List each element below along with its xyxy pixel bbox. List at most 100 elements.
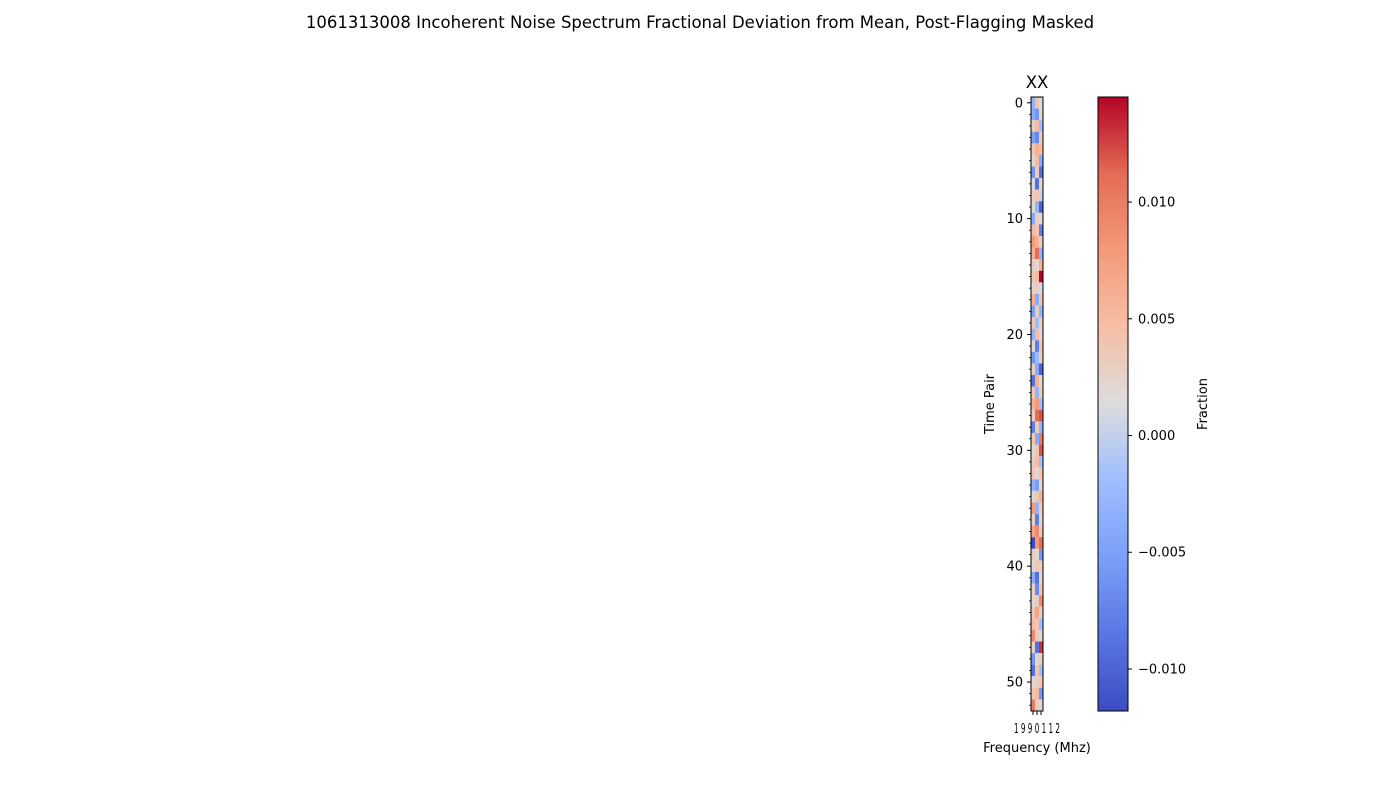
heatmap-cell [1039, 618, 1044, 630]
heatmap-cell [1035, 618, 1040, 630]
heatmap-cell [1031, 224, 1036, 237]
heatmap-cell [1035, 583, 1040, 596]
heatmap-cell [1035, 340, 1040, 352]
heatmap-cell [1031, 212, 1036, 225]
heatmap-cell [1035, 479, 1040, 491]
subplot-title: XX [1026, 73, 1049, 92]
heatmap-cell [1031, 583, 1036, 596]
heatmap-cell [1039, 699, 1044, 712]
x-axis-label: Frequency (Mhz) [983, 741, 1091, 756]
heatmap-cell [1039, 467, 1044, 480]
heatmap-cell [1031, 328, 1036, 341]
colorbar-ticks: −0.010 −0.005 0.000 0.005 0.010 [1128, 196, 1186, 677]
heatmap-cell [1031, 595, 1036, 607]
heatmap-cell [1031, 178, 1036, 190]
colorbar-tick-label: 0.000 [1138, 429, 1175, 444]
heatmap-cell [1031, 676, 1036, 688]
heatmap-cell [1039, 490, 1044, 503]
heatmap-cell [1031, 166, 1036, 179]
heatmap-cell [1035, 282, 1040, 294]
heatmap-cell [1039, 456, 1044, 468]
heatmap-cell [1039, 259, 1044, 271]
heatmap-cell [1035, 606, 1040, 619]
heatmap-cell [1031, 432, 1036, 445]
heatmap-cell [1039, 571, 1044, 584]
heatmap-cell [1035, 467, 1040, 480]
heatmap-cell [1039, 282, 1044, 294]
heatmap-cell [1031, 525, 1036, 538]
heatmap-cell [1035, 490, 1040, 503]
heatmap-cell [1035, 676, 1040, 688]
heatmap-cell [1039, 525, 1044, 538]
heatmap-cell [1031, 317, 1036, 329]
heatmap-cell [1035, 270, 1040, 283]
heatmap-cell [1035, 97, 1040, 109]
heatmap-cell [1035, 699, 1040, 712]
heatmap-cell [1039, 514, 1044, 526]
y-tick-label: 10 [1006, 212, 1023, 227]
heatmap-cell [1031, 641, 1036, 654]
heatmap-cell [1031, 467, 1036, 480]
heatmap-cell [1031, 363, 1036, 376]
heatmap-cell [1039, 687, 1044, 700]
heatmap-cell [1039, 108, 1044, 121]
heatmap-cell [1035, 317, 1040, 329]
heatmap-cell [1031, 548, 1036, 561]
heatmap-cell [1035, 351, 1040, 364]
heatmap-cell [1039, 421, 1044, 434]
heatmap-cell [1031, 687, 1036, 700]
heatmap-cell [1031, 479, 1036, 491]
heatmap-cell [1035, 363, 1040, 376]
heatmap-cell [1035, 178, 1040, 190]
heatmap-cell [1035, 525, 1040, 538]
heatmap-cell [1035, 247, 1040, 260]
heatmap-cell [1039, 143, 1044, 155]
heatmap-cell [1031, 699, 1036, 712]
heatmap-cell [1035, 386, 1040, 399]
heatmap-cell [1031, 143, 1036, 155]
heatmap-cell [1035, 120, 1040, 132]
y-tick-label: 20 [1006, 328, 1023, 343]
heatmap-cell [1035, 398, 1040, 410]
y-tick-label: 50 [1006, 676, 1023, 691]
heatmap-cell [1039, 409, 1044, 422]
heatmap-cell [1031, 514, 1036, 526]
heatmap-cell [1031, 560, 1036, 573]
heatmap-cell [1035, 201, 1040, 213]
heatmap-cell [1035, 154, 1040, 167]
heatmap-cell [1035, 212, 1040, 225]
heatmap-cell [1035, 502, 1040, 515]
colorbar [1097, 96, 1129, 712]
heatmap-cell [1031, 490, 1036, 503]
heatmap-cell [1039, 641, 1044, 654]
x-tick-labels: 1 9 9 0 1 1 2 [1014, 722, 1060, 737]
heatmap-cell [1039, 351, 1044, 364]
heatmap-cell [1035, 236, 1040, 248]
heatmap-cell [1031, 305, 1036, 318]
heatmap-cell [1031, 537, 1036, 549]
heatmap-cell [1039, 236, 1044, 248]
colorbar-tick-label: −0.010 [1138, 662, 1186, 677]
heatmap-cell [1031, 120, 1036, 132]
y-tick-label: 0 [1015, 96, 1023, 111]
heatmap-cell [1031, 97, 1036, 109]
heatmap-cell [1031, 375, 1036, 387]
heatmap-cell [1035, 432, 1040, 445]
heatmap-cell [1039, 606, 1044, 619]
heatmap-cell [1039, 398, 1044, 410]
heatmap-cell [1039, 479, 1044, 491]
heatmap-cell [1031, 571, 1036, 584]
heatmap-cell [1039, 317, 1044, 329]
y-tick-label: 40 [1006, 560, 1023, 575]
heatmap-cell [1035, 259, 1040, 271]
heatmap-cell [1035, 305, 1040, 318]
heatmap-cell [1035, 629, 1040, 642]
heatmap-cell [1039, 548, 1044, 561]
heatmap-cell [1039, 166, 1044, 179]
heatmap-cell [1031, 340, 1036, 352]
heatmap-cell [1031, 606, 1036, 619]
heatmap-cell [1035, 166, 1040, 179]
heatmap-cell [1031, 131, 1036, 144]
heatmap-cell [1031, 398, 1036, 410]
